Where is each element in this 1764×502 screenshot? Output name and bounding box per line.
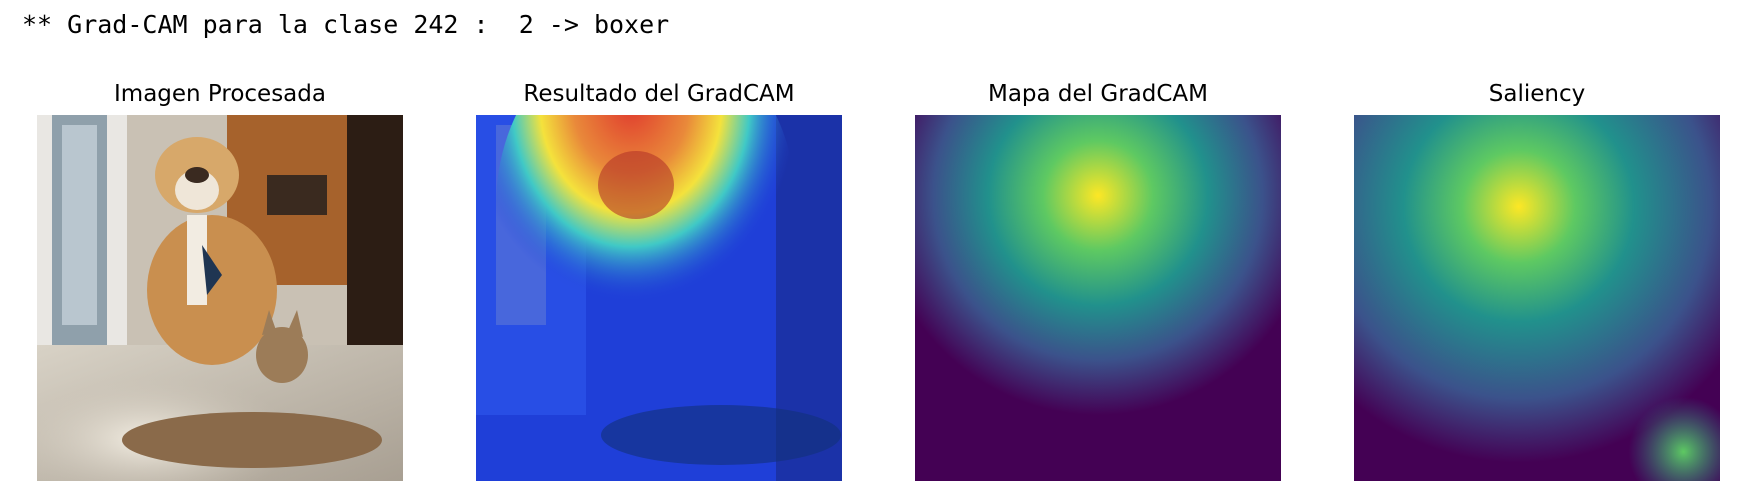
gradcam-map-image: [915, 115, 1281, 481]
panel-gradcam-map: Mapa del GradCAM: [915, 78, 1281, 481]
panel-title: Saliency: [1488, 81, 1586, 107]
panel-title: Mapa del GradCAM: [987, 81, 1208, 107]
panel-title: Resultado del GradCAM: [523, 81, 795, 107]
panel-processed-image: Imagen Procesada: [37, 78, 403, 481]
output-log-line: ** Grad-CAM para la clase 242 : 2 -> box…: [22, 10, 670, 39]
gradcam-result-image: [476, 115, 842, 481]
panel-gradcam-result: Resultado del GradCAM: [476, 78, 842, 481]
processed-image: [37, 115, 403, 481]
panel-saliency: Saliency: [1354, 78, 1720, 481]
panel-title: Imagen Procesada: [114, 81, 326, 107]
saliency-image: [1354, 115, 1720, 481]
